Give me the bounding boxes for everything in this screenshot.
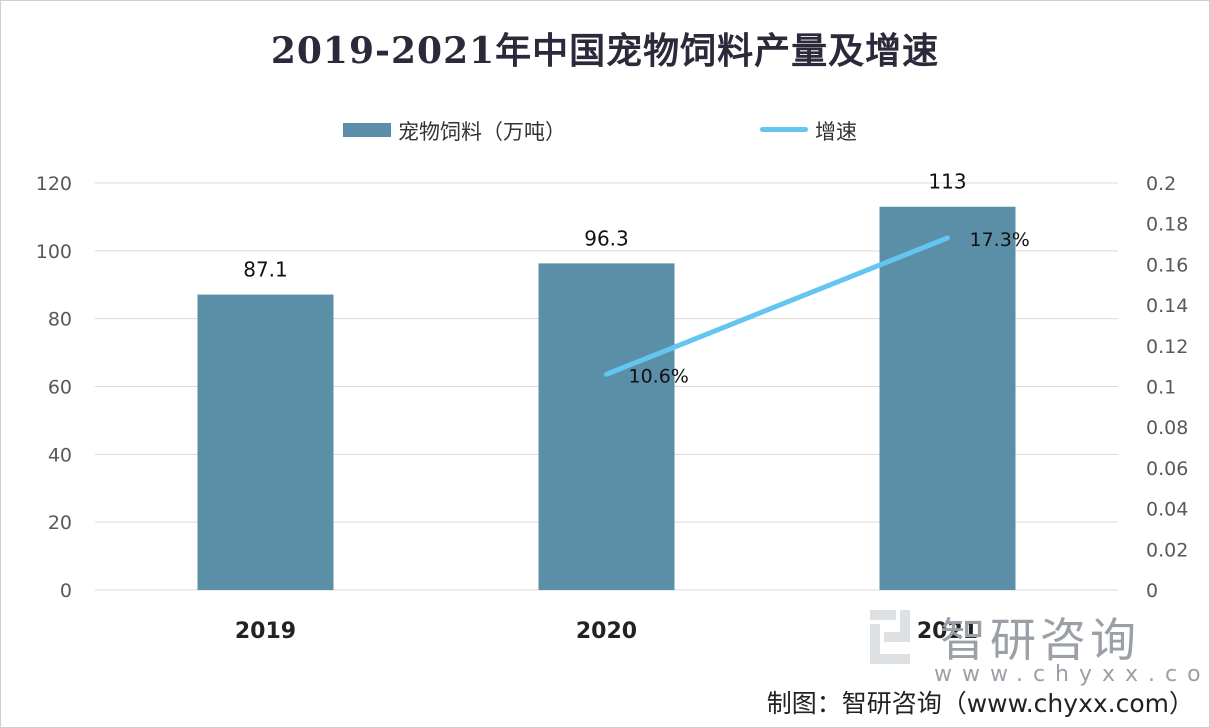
y-right-tick-label: 0.08 xyxy=(1146,417,1188,439)
legend-line-label: 增速 xyxy=(815,120,857,144)
bar-data-label: 113 xyxy=(928,170,966,194)
x-tick-label: 2019 xyxy=(235,619,296,644)
y-right-tick-label: 0.06 xyxy=(1146,458,1188,480)
legend-line-swatch xyxy=(760,127,808,132)
growth-line xyxy=(604,235,950,377)
y-left-tick-label: 100 xyxy=(36,241,72,263)
bar xyxy=(197,294,334,590)
legend-bar-label: 宠物饲料（万吨） xyxy=(398,120,566,144)
x-tick-label: 2021 xyxy=(917,619,978,644)
y-right-tick-label: 0.12 xyxy=(1146,336,1188,358)
y-left-tick-label: 60 xyxy=(48,377,72,399)
line-data-label: 17.3% xyxy=(970,229,1030,251)
y-right-tick-label: 0.14 xyxy=(1146,295,1188,317)
bar xyxy=(538,263,675,590)
watermark-name: 智研咨询 xyxy=(940,613,1140,667)
y-right-tick-label: 0.16 xyxy=(1146,254,1188,276)
bar-data-label: 96.3 xyxy=(584,226,629,250)
y-left-tick-label: 80 xyxy=(48,309,72,331)
y-left-tick-label: 20 xyxy=(48,512,72,534)
y-right-tick-label: 0 xyxy=(1146,580,1158,602)
y-right-tick-label: 0.02 xyxy=(1146,539,1188,561)
watermark-url: www.chyxx.com xyxy=(934,662,1210,687)
y-right-tick-label: 0.04 xyxy=(1146,499,1188,521)
line-data-label: 10.6% xyxy=(629,365,689,387)
y-left-tick-label: 120 xyxy=(36,173,72,195)
y-left-tick-label: 0 xyxy=(60,580,72,602)
source-note: 制图：智研咨询（www.chyxx.com） xyxy=(766,689,1194,718)
bar-data-label: 87.1 xyxy=(243,258,288,282)
chyxx-logo xyxy=(870,610,910,664)
y-right-tick-label: 0.18 xyxy=(1146,214,1188,236)
y-right-tick-label: 0.1 xyxy=(1146,377,1176,399)
x-tick-label: 2020 xyxy=(576,619,637,644)
y-right-tick-label: 0.2 xyxy=(1146,173,1176,195)
y-left-tick-label: 40 xyxy=(48,444,72,466)
legend-bar-swatch xyxy=(343,123,391,137)
chart-title: 2019-2021年中国宠物饲料产量及增速 xyxy=(270,30,940,72)
bar xyxy=(879,206,1016,590)
